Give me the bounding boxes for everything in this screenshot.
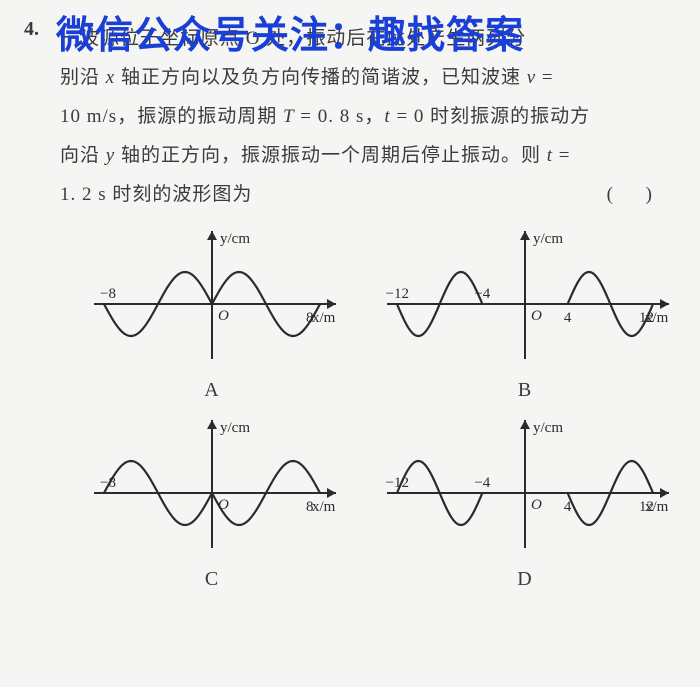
chart-C: y/cm x/m O −8 8 C xyxy=(60,412,363,591)
line2a: 别沿 xyxy=(60,67,106,88)
chart-D: y/cmx/mO−1212−44 D xyxy=(373,412,676,591)
wave-chart-B: y/cmx/mO−1212−44 xyxy=(375,223,675,373)
svg-text:y/cm: y/cm xyxy=(220,231,250,247)
chart-A: y/cm x/m O −8 8 A xyxy=(60,223,363,402)
svg-text:O: O xyxy=(531,308,542,324)
svg-text:12: 12 xyxy=(639,499,654,515)
svg-text:−12: −12 xyxy=(385,286,408,302)
label-D: D xyxy=(517,568,531,591)
line5: 1. 2 s 时刻的波形图为 xyxy=(60,184,252,205)
svg-text:x/m: x/m xyxy=(312,499,336,515)
charts-grid: y/cm x/m O −8 8 A y/cm x/m O −12 12 −4 4 B y/cm x/m… xyxy=(60,223,676,591)
svg-text:O: O xyxy=(218,497,229,513)
answer-paren: ( ) xyxy=(607,176,676,215)
svg-text:O: O xyxy=(218,308,229,324)
line4c: = xyxy=(553,145,570,166)
line2b: 轴正方向以及负方向传播的简谐波，已知波速 xyxy=(115,67,527,88)
line2c: = xyxy=(536,67,553,88)
label-C: C xyxy=(205,568,218,591)
svg-text:−4: −4 xyxy=(474,286,490,302)
wave-chart-A: y/cm x/m O −8 8 xyxy=(82,223,342,373)
svg-text:O: O xyxy=(531,497,542,513)
label-A: A xyxy=(204,379,218,402)
watermark-text: 微信公众号关注：趣找答案 xyxy=(56,4,524,59)
svg-text:8: 8 xyxy=(306,310,314,326)
svg-text:−8: −8 xyxy=(100,475,116,491)
line4b: 轴的正方向，振源振动一个周期后停止振动。则 xyxy=(115,145,547,166)
svg-text:12: 12 xyxy=(639,310,654,326)
svg-text:4: 4 xyxy=(563,499,571,515)
wave-chart-D: y/cmx/mO−1212−44 xyxy=(375,412,675,562)
svg-text:x/m: x/m xyxy=(312,310,336,326)
svg-text:−4: −4 xyxy=(474,475,490,491)
svg-text:y/cm: y/cm xyxy=(220,420,250,436)
line3b: = 0. 8 s， xyxy=(295,106,385,127)
svg-text:4: 4 xyxy=(563,310,571,326)
question-number: 4. xyxy=(24,18,39,41)
svg-text:y/cm: y/cm xyxy=(533,231,563,247)
line4a: 向沿 xyxy=(60,145,106,166)
line3a: 10 m/s，振源的振动周期 xyxy=(60,106,283,127)
svg-text:−12: −12 xyxy=(385,475,408,491)
label-B: B xyxy=(518,379,531,402)
chart-B: y/cmx/mO−1212−44 B xyxy=(373,223,676,402)
svg-text:y/cm: y/cm xyxy=(533,420,563,436)
wave-chart-C: y/cm x/m O −8 8 xyxy=(82,412,342,562)
line3c: = 0 时刻振源的振动方 xyxy=(391,106,590,127)
svg-text:−8: −8 xyxy=(100,286,116,302)
svg-text:8: 8 xyxy=(306,499,314,515)
